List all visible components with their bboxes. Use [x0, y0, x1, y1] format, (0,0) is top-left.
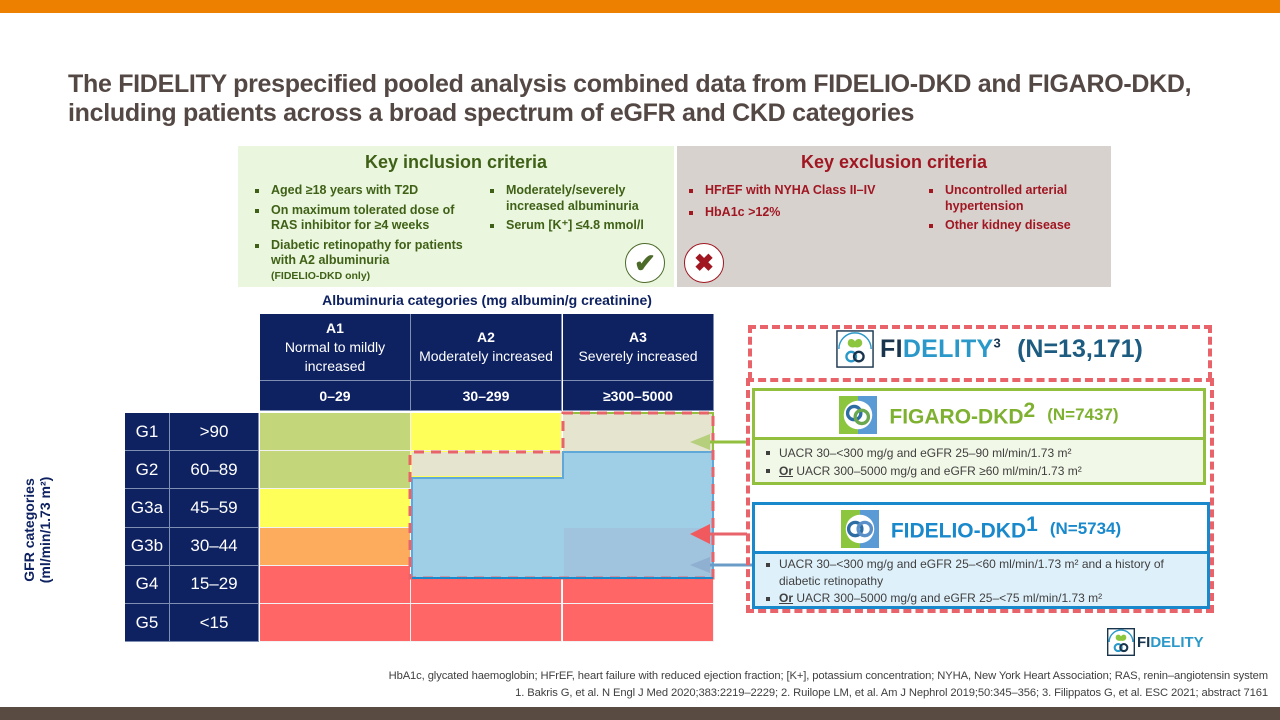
risk-cell-green	[260, 451, 411, 490]
fidelity-small-logo-icon	[1107, 628, 1135, 656]
risk-cell-yellow	[411, 413, 562, 452]
check-icon: ✔	[625, 243, 665, 283]
column-code: A1	[326, 319, 344, 336]
column-description: Moderately increased	[419, 348, 553, 364]
inclusion-list-right: Moderately/severely increased albuminuri…	[486, 183, 671, 238]
gfr-axis-title: GFR categories (ml/min/1.73 m²)	[21, 476, 53, 584]
top-accent-bar	[0, 0, 1280, 13]
inclusion-list-left: Aged ≥18 years with T2D On maximum toler…	[251, 183, 466, 288]
exclusion-item: Uncontrolled arterial hypertension	[925, 183, 1110, 214]
figaro-n: (N=7437)	[1047, 404, 1119, 424]
fidelio-criterion: Or UACR 300–5000 mg/g and eGFR 25–<75 ml…	[763, 590, 1199, 607]
inclusion-note: (FIDELIO-DKD only)	[271, 269, 371, 282]
albuminuria-range: 0–29	[260, 381, 411, 411]
fidelity-n: (N=13,171)	[1017, 334, 1143, 363]
gfr-row-code: G5	[125, 604, 170, 643]
gfr-row-code: G3b	[125, 527, 170, 566]
column-code: A3	[629, 329, 647, 345]
inclusion-item: Moderately/severely increased albuminuri…	[486, 183, 671, 214]
risk-cell-red	[411, 527, 562, 566]
cross-icon: ✖	[684, 243, 724, 283]
column-code: A2	[477, 329, 495, 345]
gfr-row-range: 60–89	[170, 451, 259, 490]
abbreviations-footnote: HbA1c, glycated haemoglobin; HFrEF, hear…	[388, 670, 1269, 682]
risk-cell-orange	[563, 413, 714, 452]
gfr-row-range: >90	[170, 413, 259, 452]
figaro-logo-icon	[839, 395, 878, 434]
column-description: Severely increased	[578, 348, 698, 364]
exclusion-item: HbA1c >12%	[685, 205, 915, 221]
albuminuria-range: 30–299	[411, 381, 562, 411]
risk-cell-red	[260, 565, 411, 604]
gfr-row-code: G1	[125, 413, 170, 452]
albuminuria-column-header: A1 Normal to mildly increased	[260, 314, 411, 381]
gfr-row-range: 15–29	[170, 565, 259, 604]
albuminuria-column-header: A3 Severely increased	[563, 314, 714, 381]
fidelio-logo-icon	[840, 509, 879, 548]
risk-cell-red	[411, 565, 562, 604]
risk-cell-red	[563, 604, 714, 643]
inclusion-item: Serum [K⁺] ≤4.8 mmol/l	[486, 218, 671, 234]
fidelity-title: FIDELITY3 (N=13,171)	[836, 330, 1143, 368]
albuminuria-axis-title: Albuminuria categories (mg albumin/g cre…	[322, 292, 652, 308]
footnotes: HbA1c, glycated haemoglobin; HFrEF, hear…	[388, 668, 1269, 702]
column-description: Normal to mildly increased	[284, 338, 386, 374]
exclusion-item: HFrEF with NYHA Class II–IV	[685, 183, 915, 199]
fidelity-wordmark: FIDELITY3	[880, 334, 1002, 363]
fidelio-header: FIDELIO-DKD1 (N=5734)	[752, 502, 1210, 552]
inclusion-item: Diabetic retinopathy for patients with A…	[251, 238, 466, 285]
fidelity-logo-icon	[836, 330, 874, 368]
gfr-row-range: 30–44	[170, 527, 259, 566]
fidelio-criterion: UACR 30–<300 mg/g and eGFR 25–<60 ml/min…	[763, 556, 1199, 590]
fidelio-n: (N=5734)	[1049, 518, 1122, 538]
bottom-accent-bar	[0, 707, 1280, 720]
exclusion-criteria-panel: Key exclusion criteria HFrEF with NYHA C…	[677, 146, 1111, 287]
figaro-criterion: Or UACR 300–5000 mg/g and eGFR ≥60 ml/mi…	[763, 462, 1195, 480]
albuminuria-column-header: A2 Moderately increased	[411, 314, 562, 381]
gfr-row-range: 45–59	[170, 489, 259, 528]
inclusion-item: Aged ≥18 years with T2D	[251, 183, 466, 199]
figaro-criterion: UACR 30–<300 mg/g and eGFR 25–90 ml/min/…	[763, 444, 1195, 462]
footer-fidelity-logo: FIDELITY	[1107, 628, 1204, 656]
slide-title: The FIDELITY prespecified pooled analysi…	[68, 70, 1192, 127]
gfr-row-code: G2	[125, 451, 170, 490]
risk-cell-orange	[563, 451, 714, 490]
exclusion-item: Other kidney disease	[925, 218, 1110, 234]
risk-cell-green	[260, 413, 411, 452]
risk-cell-orange	[411, 489, 562, 528]
fidelity-outline	[746, 378, 1214, 613]
figaro-header: FIGARO-DKD2 (N=7437)	[752, 388, 1206, 438]
exclusion-list-right: Uncontrolled arterial hypertension Other…	[925, 183, 1110, 238]
risk-cell-orange	[260, 527, 411, 566]
exclusion-heading: Key exclusion criteria	[800, 152, 988, 172]
risk-cell-red	[563, 489, 714, 528]
gfr-row-code: G4	[125, 565, 170, 604]
risk-cell-red	[563, 565, 714, 604]
risk-cell-red	[563, 527, 714, 566]
exclusion-list-left: HFrEF with NYHA Class II–IV HbA1c >12%	[685, 183, 915, 224]
inclusion-heading: Key inclusion criteria	[364, 152, 548, 172]
figaro-criteria: UACR 30–<300 mg/g and eGFR 25–90 ml/min/…	[752, 437, 1206, 485]
inclusion-item: On maximum tolerated dose of RAS inhibit…	[251, 203, 466, 234]
risk-cell-yellow	[411, 451, 562, 490]
risk-cell-yellow	[260, 489, 411, 528]
gfr-row-code: G3a	[125, 489, 170, 528]
risk-cell-red	[411, 604, 562, 643]
albuminuria-range: ≥300–5000	[563, 381, 714, 411]
fidelio-criteria: UACR 30–<300 mg/g and eGFR 25–<60 ml/min…	[752, 551, 1210, 609]
gfr-row-range: <15	[170, 604, 259, 643]
inclusion-criteria-panel: Key inclusion criteria Aged ≥18 years wi…	[238, 146, 674, 287]
risk-cell-red	[260, 604, 411, 643]
fidelity-header-box	[748, 325, 1212, 380]
references-footnote: 1. Bakris G, et al. N Engl J Med 2020;38…	[515, 687, 1268, 699]
